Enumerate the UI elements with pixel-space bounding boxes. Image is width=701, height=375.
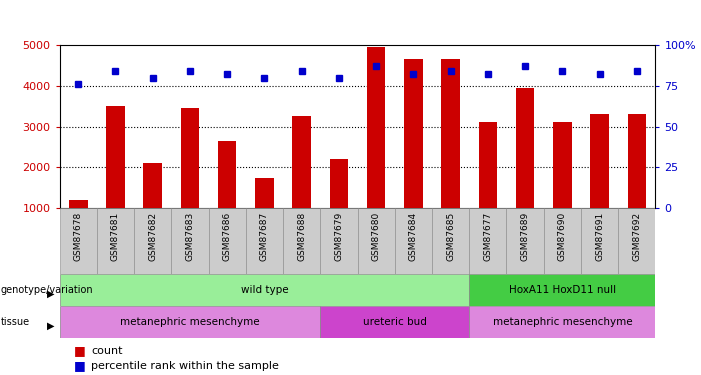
Bar [246,208,283,274]
Bar [404,59,423,208]
Bar [329,159,348,208]
Text: ureteric bud: ureteric bud [363,316,427,327]
Text: count: count [91,346,123,355]
Bar [283,208,320,274]
Bar [97,208,134,274]
Text: GSM87679: GSM87679 [334,211,343,261]
Text: tissue: tissue [1,316,30,327]
Bar [618,208,655,274]
Bar [60,274,469,306]
Bar [469,208,506,274]
Text: metanephric mesenchyme: metanephric mesenchyme [120,316,260,327]
Bar [69,200,88,208]
Bar [292,116,311,208]
Text: genotype/variation: genotype/variation [1,285,93,295]
Text: wild type: wild type [240,285,288,295]
Text: GSM87690: GSM87690 [558,211,567,261]
Bar [590,114,609,208]
Bar [627,114,646,208]
Bar [358,208,395,274]
Text: GSM87683: GSM87683 [186,211,194,261]
Text: GSM87687: GSM87687 [260,211,269,261]
Bar [367,47,386,208]
Text: ▶: ▶ [48,320,55,330]
Bar [395,208,432,274]
Bar [144,163,162,208]
Bar [469,306,655,338]
Text: ■: ■ [74,344,86,357]
Text: GSM87682: GSM87682 [148,211,157,261]
Text: metanephric mesenchyme: metanephric mesenchyme [493,316,632,327]
Text: GSM87685: GSM87685 [446,211,455,261]
Text: GSM87688: GSM87688 [297,211,306,261]
Text: GSM87677: GSM87677 [484,211,492,261]
Text: GSM87691: GSM87691 [595,211,604,261]
Bar [134,208,171,274]
Bar [255,177,273,208]
Text: GSM87686: GSM87686 [223,211,231,261]
Text: ▶: ▶ [48,288,55,298]
Text: ■: ■ [74,359,86,372]
Bar [544,208,581,274]
Bar [553,123,571,208]
Text: GSM87689: GSM87689 [521,211,529,261]
Bar [581,208,618,274]
Bar [516,88,534,208]
Bar [218,141,236,208]
Bar [181,108,199,208]
Bar [506,208,544,274]
Text: GSM87692: GSM87692 [632,211,641,261]
Text: HoxA11 HoxD11 null: HoxA11 HoxD11 null [509,285,616,295]
Bar [320,208,358,274]
Bar [320,306,469,338]
Bar [209,208,246,274]
Bar [60,208,97,274]
Text: GSM87681: GSM87681 [111,211,120,261]
Bar [479,123,497,208]
Bar [442,59,460,208]
Bar [106,106,125,208]
Bar [171,208,209,274]
Text: GSM87678: GSM87678 [74,211,83,261]
Text: GSM87680: GSM87680 [372,211,381,261]
Bar [432,208,469,274]
Bar [60,306,320,338]
Text: percentile rank within the sample: percentile rank within the sample [91,361,279,370]
Bar [469,274,655,306]
Text: GSM87684: GSM87684 [409,211,418,261]
